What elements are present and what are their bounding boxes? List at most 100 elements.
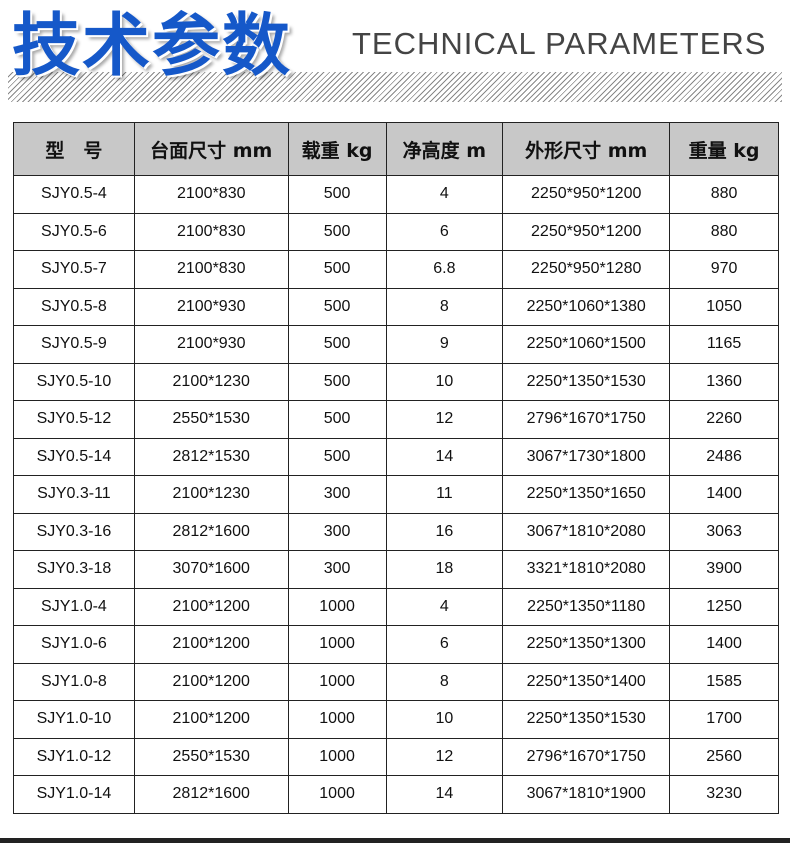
table-cell: SJY1.0-10: [13, 700, 135, 739]
table-cell: 880: [669, 212, 779, 251]
page-title-en: TECHNICAL PARAMETERS: [352, 26, 767, 62]
table-cell: 3900: [669, 550, 779, 589]
table-cell: 3067*1730*1800: [502, 437, 671, 476]
table-cell: 2100*830: [133, 212, 289, 251]
table-cell: 2100*930: [133, 287, 289, 326]
table-cell: 16: [385, 512, 504, 551]
table-cell: 500: [287, 175, 387, 214]
table-row: SJY0.3-18 3070*1600 300 18 3321*1810*2080 390…: [13, 550, 779, 589]
table-cell: 6: [385, 212, 504, 251]
table-cell: 2250*950*1200: [502, 212, 671, 251]
table-row: SJY0.5-6 2100*830 500 6 2250*950*1200 880: [13, 212, 779, 251]
table-cell: 4: [385, 587, 504, 626]
table-cell: 2250*950*1200: [502, 175, 671, 214]
table-cell: 4: [385, 175, 504, 214]
table-cell: 2100*1200: [133, 662, 289, 701]
table-cell: 8: [385, 287, 504, 326]
table-cell: 500: [287, 250, 387, 289]
table-cell: 3070*1600: [133, 550, 289, 589]
table-row: SJY0.5-7 2100*830 500 6.8 2250*950*1280 970: [13, 250, 779, 289]
table-cell: 10: [385, 362, 504, 401]
table-row: SJY1.0-8 2100*1200 1000 8 2250*1350*1400 1585: [13, 662, 779, 701]
column-header: 外形尺寸 mm: [502, 122, 671, 176]
table-cell: 8: [385, 662, 504, 701]
table-cell: 2550*1530: [133, 400, 289, 439]
table-cell: 2260: [669, 400, 779, 439]
hatch-decoration: [8, 72, 782, 102]
table-cell: SJY0.3-18: [13, 550, 135, 589]
table-cell: 1000: [287, 737, 387, 776]
table-cell: SJY1.0-6: [13, 625, 135, 664]
table-row: SJY0.5-8 2100*930 500 8 2250*1060*1380 1050: [13, 287, 779, 326]
table-cell: 1050: [669, 287, 779, 326]
table-cell: 3063: [669, 512, 779, 551]
table-cell: 2250*1060*1500: [502, 325, 671, 364]
table-cell: 6: [385, 625, 504, 664]
table-cell: 300: [287, 475, 387, 514]
table-row: SJY0.5-9 2100*930 500 9 2250*1060*1500 1165: [13, 325, 779, 364]
table-cell: 11: [385, 475, 504, 514]
table-cell: SJY0.5-4: [13, 175, 135, 214]
table-cell: 2812*1600: [133, 775, 289, 814]
table-cell: SJY1.0-14: [13, 775, 135, 814]
table-cell: 1000: [287, 775, 387, 814]
table-cell: 2100*1200: [133, 625, 289, 664]
table-cell: SJY0.5-7: [13, 250, 135, 289]
table-cell: 12: [385, 737, 504, 776]
table-row: SJY0.3-11 2100*1230 300 11 2250*1350*1650 140…: [13, 475, 779, 514]
table-cell: 2486: [669, 437, 779, 476]
table-row: SJY1.0-14 2812*1600 1000 14 3067*1810*1900 32…: [13, 775, 779, 814]
table-cell: 2796*1670*1750: [502, 400, 671, 439]
table-cell: SJY0.5-14: [13, 437, 135, 476]
table-cell: 2250*1350*1530: [502, 362, 671, 401]
table-cell: 500: [287, 362, 387, 401]
table-cell: 2100*830: [133, 175, 289, 214]
table-row: SJY1.0-4 2100*1200 1000 4 2250*1350*1180 1250: [13, 587, 779, 626]
table-cell: 10: [385, 700, 504, 739]
table-cell: 970: [669, 250, 779, 289]
table-cell: SJY1.0-12: [13, 737, 135, 776]
table-cell: SJY0.5-6: [13, 212, 135, 251]
page-title-cn: 技术参数: [12, 7, 293, 86]
table-cell: SJY0.5-9: [13, 325, 135, 364]
table-cell: SJY0.5-8: [13, 287, 135, 326]
table-cell: 3321*1810*2080: [502, 550, 671, 589]
table-cell: 2250*1350*1300: [502, 625, 671, 664]
table-header-row: 型 号台面尺寸 mm 载重 kg 净高度 m 外形尺寸 mm 重量 kg: [13, 122, 779, 176]
table-cell: 2250*950*1280: [502, 250, 671, 289]
table-cell: 1360: [669, 362, 779, 401]
table-cell: SJY0.3-16: [13, 512, 135, 551]
table-row: SJY0.5-10 2100*1230 500 10 2250*1350*1530 136…: [13, 362, 779, 401]
bottom-bar: [0, 838, 790, 843]
table-cell: 1000: [287, 587, 387, 626]
table-cell: 500: [287, 437, 387, 476]
table-row: SJY1.0-10 2100*1200 1000 10 2250*1350*1530 17…: [13, 700, 779, 739]
table-cell: 12: [385, 400, 504, 439]
table-cell: 1000: [287, 662, 387, 701]
table-row: SJY1.0-6 2100*1200 1000 6 2250*1350*1300 1400: [13, 625, 779, 664]
table-cell: 1700: [669, 700, 779, 739]
table-cell: 2100*1230: [133, 362, 289, 401]
table-cell: 500: [287, 287, 387, 326]
column-header: 重量 kg: [669, 122, 779, 176]
table-cell: 2796*1670*1750: [502, 737, 671, 776]
table-cell: 2812*1600: [133, 512, 289, 551]
table-cell: 2100*1200: [133, 587, 289, 626]
table-row: SJY1.0-12 2550*1530 1000 12 2796*1670*1750 25…: [13, 737, 779, 776]
column-header: 净高度 m: [385, 122, 504, 176]
column-header: 型 号: [13, 122, 135, 176]
column-header: 载重 kg: [287, 122, 387, 176]
table-cell: 2100*1200: [133, 700, 289, 739]
table-cell: 880: [669, 175, 779, 214]
table-cell: SJY0.5-12: [13, 400, 135, 439]
table-cell: SJY0.5-10: [13, 362, 135, 401]
table-cell: 6.8: [385, 250, 504, 289]
table-cell: 500: [287, 212, 387, 251]
table-cell: 14: [385, 775, 504, 814]
table-cell: 1000: [287, 700, 387, 739]
column-header: 台面尺寸 mm: [133, 122, 289, 176]
table-cell: 18: [385, 550, 504, 589]
table-cell: SJY1.0-4: [13, 587, 135, 626]
table-cell: 2550*1530: [133, 737, 289, 776]
table-cell: 2100*830: [133, 250, 289, 289]
